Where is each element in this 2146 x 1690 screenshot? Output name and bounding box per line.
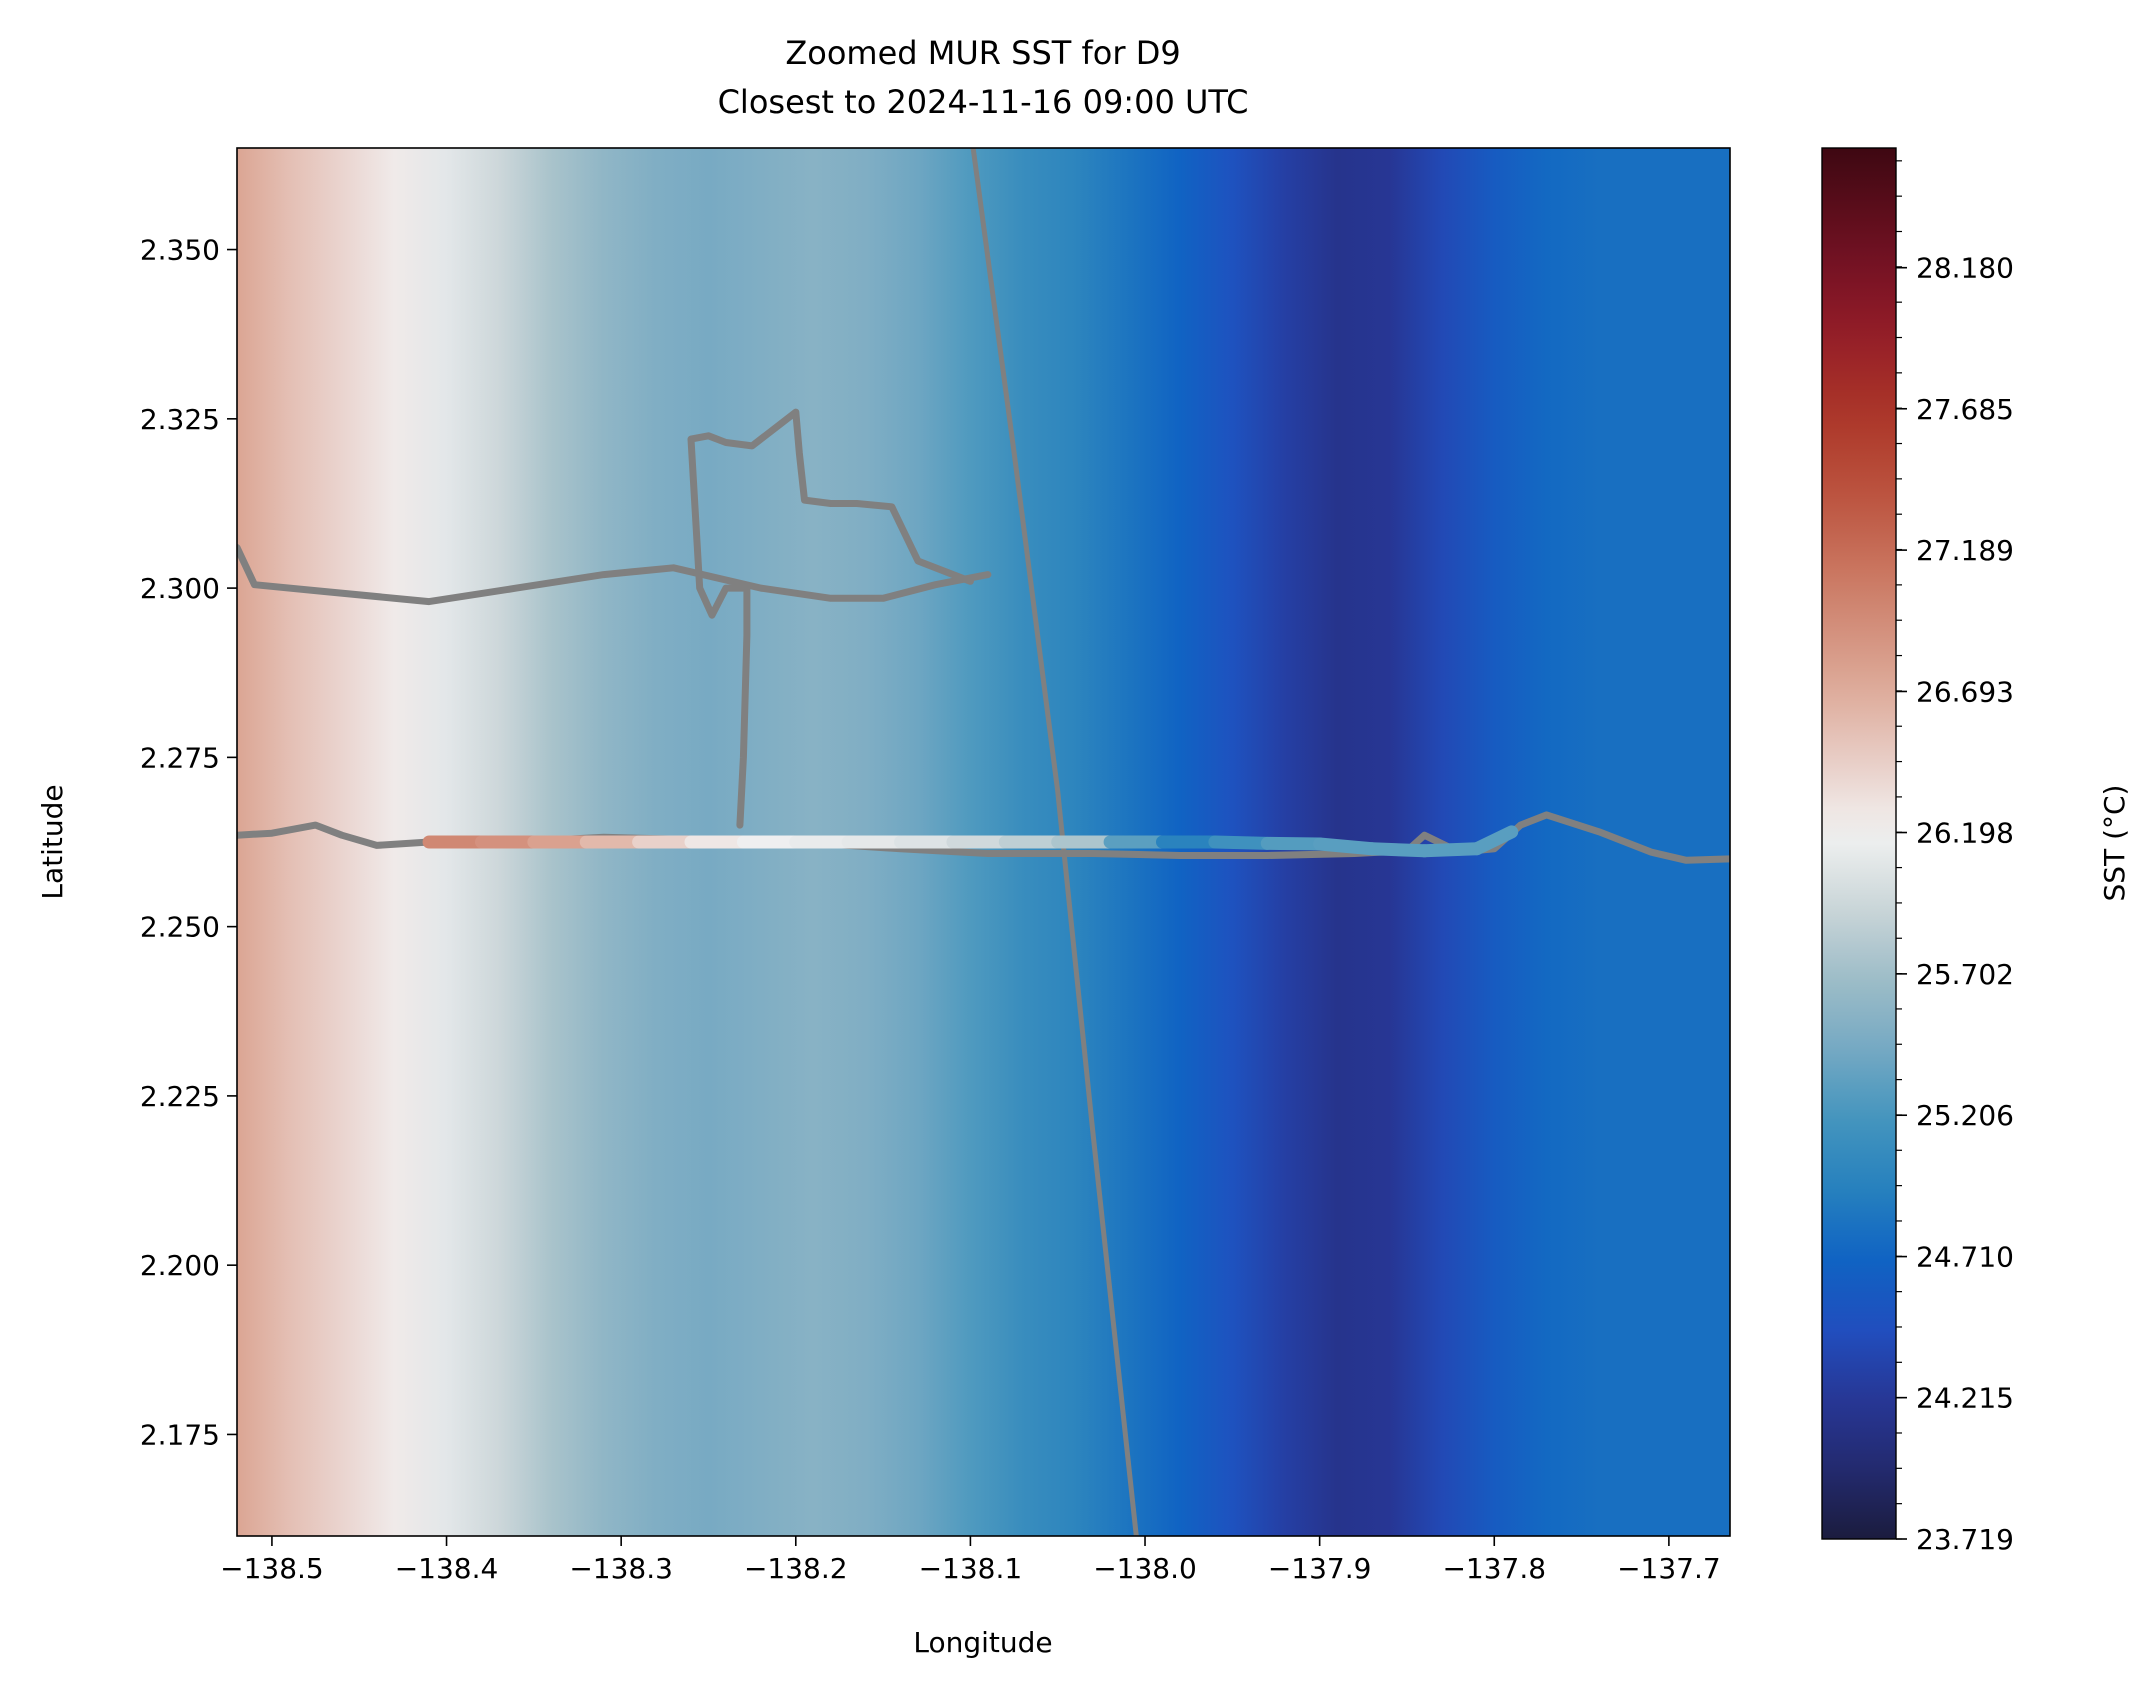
colorbar-tick-label: 25.206 [1916,1099,2014,1132]
sst-track-segment [1470,825,1519,856]
colorbar: 23.719 24.215 24.710 25.206 25.702 26.198 26.6… [1821,147,2131,1556]
x-axis-label: Longitude [913,1626,1052,1659]
tracks-layer [237,148,1730,1536]
colorbar-tick-label: 28.180 [1916,252,2014,285]
colorbar-tick-label: 26.198 [1916,817,2014,850]
drifter-track-1 [237,544,992,606]
colorbar-strip [1822,148,1896,1539]
drifter-track-2 [687,408,974,829]
y-axis: 2.175 2.200 2.225 2.250 2.275 2.300 2.325 2.350 [140,234,237,1451]
y-tick-label: 2.275 [140,741,220,774]
y-axis-label: Latitude [36,784,69,899]
colorbar-ticks: 23.719 24.215 24.710 25.206 25.702 26.198 26.6… [1896,160,2014,1556]
sst-track-segment [1365,842,1431,858]
y-tick-label: 2.225 [140,1080,220,1113]
colorbar-label: SST (°C) [2098,785,2131,902]
x-tick-label: −137.8 [1442,1552,1546,1585]
chart-subtitle: Closest to 2024-11-16 09:00 UTC [718,83,1249,121]
x-tick-label: −138.2 [744,1552,848,1585]
colorbar-tick-label: 24.215 [1916,1382,2014,1415]
colorbar-frame [1821,147,1897,1540]
colorbar-tick-label: 24.710 [1916,1241,2014,1274]
drifter-track-3 [237,811,1730,864]
x-tick-label: −138.3 [569,1552,673,1585]
plot-area [236,147,1731,1537]
x-axis: −138.5 −138.4 −138.3 −138.2 −138.1 −138.0 −137… [220,1536,1721,1585]
colorbar-tick-label: 23.719 [1916,1523,2014,1556]
colorbar-tick-label: 27.189 [1916,534,2014,567]
x-tick-label: −138.4 [395,1552,499,1585]
x-tick-label: −137.9 [1268,1552,1372,1585]
y-tick-label: 2.300 [140,572,220,605]
drifter-track-4 [970,148,1139,1536]
chart-title: Zoomed MUR SST for D9 [785,34,1180,72]
sst-track-segment [1208,835,1274,850]
colorbar-tick-label: 26.693 [1916,675,2014,708]
colorbar-tick-label: 25.702 [1916,958,2014,991]
x-tick-label: −138.1 [919,1552,1023,1585]
plot-frame [236,147,1731,1537]
x-tick-label: −138.0 [1093,1552,1197,1585]
x-tick-label: −138.5 [220,1552,324,1585]
y-tick-label: 2.175 [140,1418,220,1451]
colorbar-tick-label: 27.685 [1916,393,2014,426]
y-tick-label: 2.350 [140,234,220,267]
x-tick-label: −137.7 [1617,1552,1721,1585]
y-tick-label: 2.325 [140,403,220,436]
sst-track-segment [1417,842,1484,858]
sst-track-segment [1313,837,1379,856]
sst-track-segment [1260,836,1327,851]
y-tick-label: 2.250 [140,911,220,944]
y-tick-label: 2.200 [140,1249,220,1282]
